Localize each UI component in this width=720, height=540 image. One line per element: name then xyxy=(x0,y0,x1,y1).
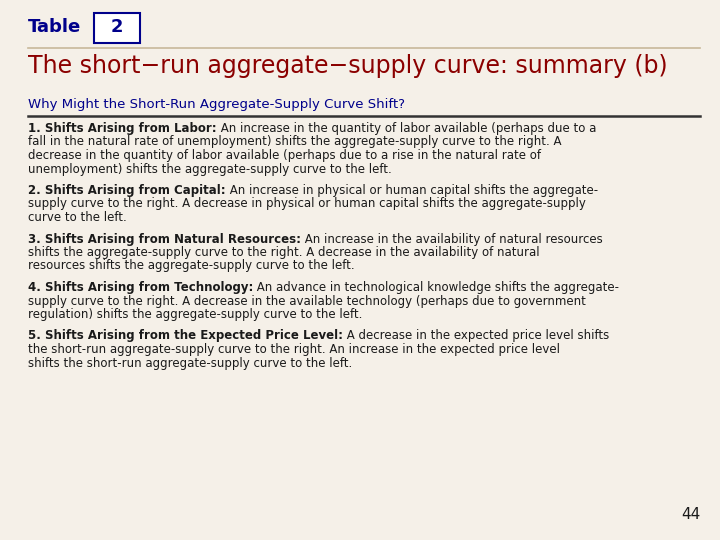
Text: regulation) shifts the aggregate-supply curve to the left.: regulation) shifts the aggregate-supply … xyxy=(28,308,362,321)
Text: shifts the short-run aggregate-supply curve to the left.: shifts the short-run aggregate-supply cu… xyxy=(28,356,352,369)
Text: 3. Shifts Arising from Natural Resources:: 3. Shifts Arising from Natural Resources… xyxy=(28,233,301,246)
Text: An increase in the availability of natural resources: An increase in the availability of natur… xyxy=(301,233,603,246)
Text: shifts the aggregate-supply curve to the right. A decrease in the availability o: shifts the aggregate-supply curve to the… xyxy=(28,246,539,259)
Text: supply curve to the right. A decrease in physical or human capital shifts the ag: supply curve to the right. A decrease in… xyxy=(28,198,586,211)
Text: 5. Shifts Arising from the Expected Price Level:: 5. Shifts Arising from the Expected Pric… xyxy=(28,329,343,342)
Text: curve to the left.: curve to the left. xyxy=(28,211,127,224)
Text: The short−run aggregate−supply curve: summary (b): The short−run aggregate−supply curve: su… xyxy=(28,54,667,78)
Text: unemployment) shifts the aggregate-supply curve to the left.: unemployment) shifts the aggregate-suppl… xyxy=(28,163,392,176)
Text: Why Might the Short-Run Aggregate-Supply Curve Shift?: Why Might the Short-Run Aggregate-Supply… xyxy=(28,98,405,111)
Text: 2. Shifts Arising from Capital:: 2. Shifts Arising from Capital: xyxy=(28,184,225,197)
Text: An advance in technological knowledge shifts the aggregate-: An advance in technological knowledge sh… xyxy=(253,281,619,294)
Text: the short-run aggregate-supply curve to the right. An increase in the expected p: the short-run aggregate-supply curve to … xyxy=(28,343,560,356)
Text: 2: 2 xyxy=(111,18,123,36)
Text: 4. Shifts Arising from Technology:: 4. Shifts Arising from Technology: xyxy=(28,281,253,294)
Text: decrease in the quantity of labor available (perhaps due to a rise in the natura: decrease in the quantity of labor availa… xyxy=(28,149,541,162)
Text: supply curve to the right. A decrease in the available technology (perhaps due t: supply curve to the right. A decrease in… xyxy=(28,294,586,307)
Text: fall in the natural rate of unemployment) shifts the aggregate-supply curve to t: fall in the natural rate of unemployment… xyxy=(28,136,562,148)
Text: An increase in physical or human capital shifts the aggregate-: An increase in physical or human capital… xyxy=(225,184,598,197)
FancyBboxPatch shape xyxy=(94,13,140,43)
Text: Table: Table xyxy=(28,18,81,36)
Text: 1. Shifts Arising from Labor:: 1. Shifts Arising from Labor: xyxy=(28,122,217,135)
Text: 44: 44 xyxy=(680,507,700,522)
Text: resources shifts the aggregate-supply curve to the left.: resources shifts the aggregate-supply cu… xyxy=(28,260,355,273)
Text: An increase in the quantity of labor available (perhaps due to a: An increase in the quantity of labor ava… xyxy=(217,122,596,135)
Text: A decrease in the expected price level shifts: A decrease in the expected price level s… xyxy=(343,329,609,342)
